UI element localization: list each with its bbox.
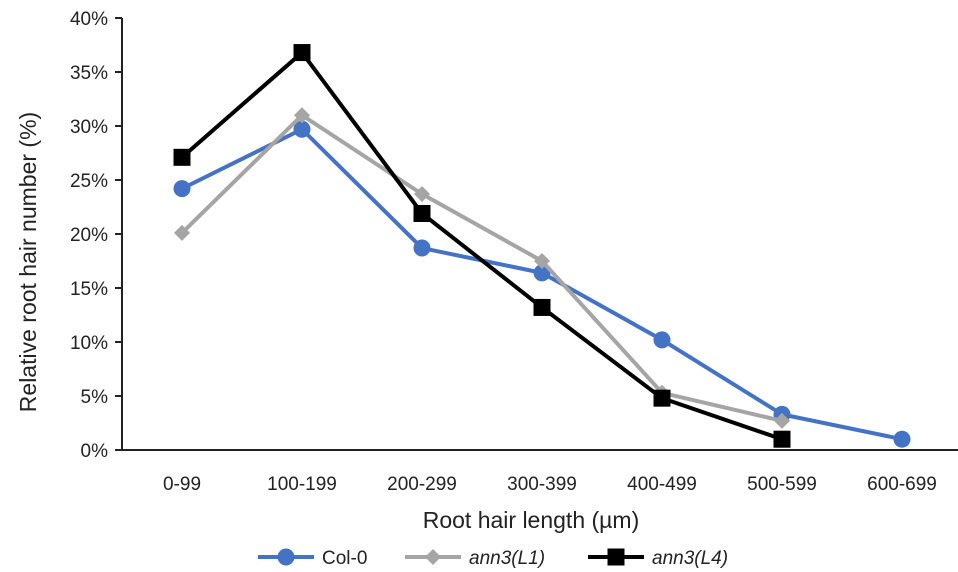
x-axis-title: Root hair length (µm) — [423, 507, 640, 533]
y-tick-label: 30% — [70, 117, 108, 138]
data-point — [413, 204, 431, 222]
y-tick-label: 25% — [70, 171, 108, 192]
data-point — [653, 331, 671, 349]
y-tick-label: 10% — [70, 333, 108, 354]
series-line — [181, 127, 903, 442]
series-ann3(L1) — [174, 107, 790, 429]
x-tick-label: 100-199 — [267, 474, 337, 495]
series-line — [180, 113, 783, 423]
data-point — [293, 44, 311, 62]
y-tick-label: 0% — [81, 441, 109, 462]
y-axis-title: Relative root hair number (%) — [15, 112, 41, 412]
data-point — [413, 239, 431, 257]
legend-label: Col-0 — [322, 548, 367, 569]
x-tick-label: 400-499 — [627, 474, 697, 495]
legend-item: ann3(L4) — [588, 548, 728, 569]
legend-marker — [277, 548, 295, 566]
data-point — [773, 430, 791, 448]
y-axis: 0% 5% 10% 15% 20% 25% 30% 35% 40% — [70, 9, 123, 462]
data-point — [534, 253, 550, 269]
series-area — [173, 44, 911, 448]
series-Col-0 — [173, 120, 911, 448]
x-tick-label: 0-99 — [163, 474, 201, 495]
data-point — [173, 148, 191, 166]
data-point — [173, 180, 191, 198]
data-point — [294, 107, 310, 124]
legend-item: Col-0 — [258, 548, 367, 569]
series-line — [180, 50, 783, 442]
data-point — [174, 224, 190, 241]
y-tick-label: 40% — [70, 9, 108, 30]
legend-marker — [607, 548, 625, 566]
legend-marker — [425, 549, 441, 565]
y-tick-label: 5% — [81, 387, 109, 408]
x-tick-label: 500-599 — [747, 474, 817, 495]
data-point — [774, 412, 790, 429]
x-tick-label: 600-699 — [867, 474, 937, 495]
series-ann3(L4) — [173, 44, 791, 448]
data-point — [893, 430, 911, 448]
x-tick-label: 300-399 — [507, 474, 577, 495]
x-tick-label: 200-299 — [387, 474, 457, 495]
legend-label: ann3(L1) — [469, 548, 545, 569]
legend-label: ann3(L4) — [652, 548, 728, 569]
data-point — [414, 186, 430, 203]
y-tick-label: 35% — [70, 63, 108, 84]
data-point — [533, 298, 551, 316]
legend: Col-0 ann3(L1) ann3(L4) — [258, 548, 728, 569]
x-axis: 0-99 100-199 200-299 300-399 400-499 500-599 6… — [122, 449, 958, 495]
y-tick-label: 15% — [70, 279, 108, 300]
data-point — [653, 389, 671, 407]
y-tick-label: 20% — [70, 225, 108, 246]
data-point — [293, 120, 311, 138]
legend-item: ann3(L1) — [405, 548, 545, 569]
